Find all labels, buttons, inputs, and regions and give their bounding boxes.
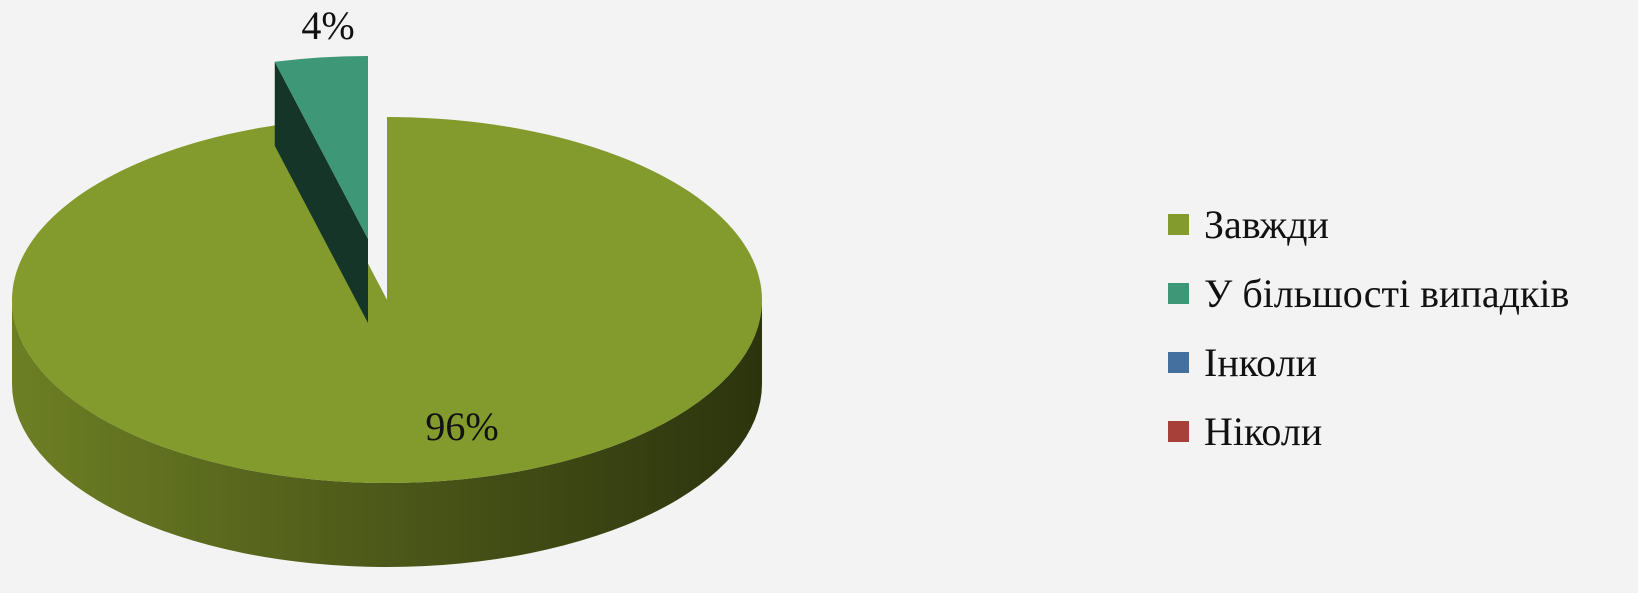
pie-slice-zavzhdy	[12, 117, 763, 567]
legend-item-inkoly: Інколи	[1168, 328, 1569, 397]
legend-item-nikoly: Ніколи	[1168, 397, 1569, 466]
pie-slice-u-bilshosti-vypadkiv	[274, 56, 368, 324]
pie-slice-wall-u-bilshosti-vypadkiv-0	[274, 61, 368, 324]
pie-slice-side-zavzhdy	[12, 300, 762, 567]
pie-slice-top-zavzhdy	[12, 117, 763, 483]
legend: Завжди У більшості випадків Інколи Нікол…	[1168, 190, 1569, 466]
legend-label-u-bilshosti-vypadkiv: У більшості випадків	[1204, 271, 1570, 316]
legend-item-u-bilshosti-vypadkiv: У більшості випадків	[1168, 259, 1569, 328]
legend-label-zavzhdy: Завжди	[1204, 202, 1329, 247]
legend-swatch-u-bilshosti-vypadkiv	[1168, 283, 1189, 304]
legend-swatch-nikoly	[1168, 421, 1189, 442]
legend-label-nikoly: Ніколи	[1204, 409, 1323, 454]
legend-item-zavzhdy: Завжди	[1168, 190, 1569, 259]
data-label-zavzhdy: 96%	[425, 404, 498, 449]
legend-label-inkoly: Інколи	[1204, 340, 1317, 385]
pie-slice-top-u-bilshosti-vypadkiv	[274, 56, 368, 239]
legend-swatch-inkoly	[1168, 352, 1189, 373]
legend-swatch-zavzhdy	[1168, 214, 1189, 235]
data-label-u-bilshosti-vypadkiv: 4%	[301, 3, 354, 48]
